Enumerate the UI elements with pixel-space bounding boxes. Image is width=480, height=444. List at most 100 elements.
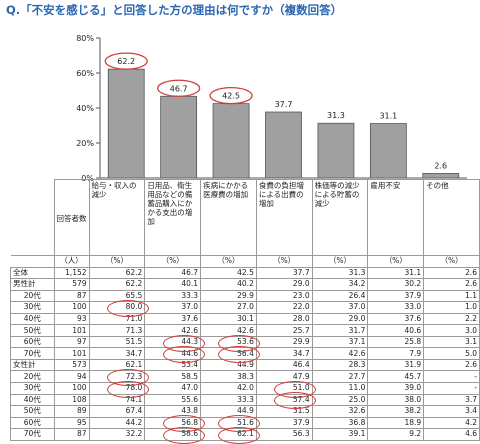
column-header: その他 bbox=[423, 179, 480, 256]
percent-cell: 27.7 bbox=[311, 370, 369, 383]
row-label: 50代 bbox=[10, 405, 55, 418]
table-row: 70代 87 32.2 58.6 62.1 56.3 39.1 9.2 4.6 bbox=[10, 428, 480, 441]
percent-unit: （%） bbox=[367, 255, 425, 268]
percent-cell: 4.6 bbox=[423, 428, 480, 441]
question-title: Q.「不安を感じる」と回答した方の理由は何ですか（複数回答） bbox=[6, 3, 343, 17]
percent-cell: 57.4 bbox=[255, 393, 313, 407]
column-header: 株価等の減少による貯蓄の減少 bbox=[311, 179, 369, 256]
percent-unit: （%） bbox=[255, 255, 313, 268]
row-label: 70代 bbox=[10, 428, 55, 441]
y-tick-label: 40% bbox=[76, 104, 94, 113]
table-row: 女性計 573 62.1 53.4 44.9 46.4 28.3 31.9 2.6 bbox=[10, 358, 480, 372]
respondent-count: 100 bbox=[53, 382, 90, 395]
bar bbox=[317, 122, 355, 179]
percent-cell: 47.9 bbox=[255, 370, 313, 383]
percent-cell: 40.1 bbox=[144, 278, 202, 291]
percent-cell: 53.6 bbox=[200, 335, 257, 349]
respondent-count: 87 bbox=[53, 428, 90, 441]
percent-cell: 53.4 bbox=[144, 358, 202, 372]
percent-cell: 33.3 bbox=[200, 393, 257, 407]
percent-cell: 47.0 bbox=[144, 382, 202, 395]
percent-cell: - bbox=[423, 370, 480, 383]
table-corner bbox=[10, 179, 55, 256]
percent-cell: 3.7 bbox=[423, 393, 480, 407]
column-header: 食費の負担増による出費の増加 bbox=[255, 179, 313, 256]
percent-cell: 31.3 bbox=[311, 266, 369, 280]
percent-cell: 3.1 bbox=[423, 335, 480, 349]
percent-cell: 38.3 bbox=[200, 370, 257, 383]
table-row: 全体 1,152 62.2 46.7 42.5 37.7 31.3 31.1 2.6 bbox=[10, 266, 480, 280]
percent-cell: 2.6 bbox=[423, 278, 480, 291]
table-row: 60代 95 44.2 56.8 51.6 37.9 36.8 18.9 4.2 bbox=[10, 416, 480, 430]
percent-cell: 62.2 bbox=[88, 266, 146, 280]
percent-cell: 31.1 bbox=[367, 266, 425, 280]
table-row: 50代 101 71.3 42.6 42.6 25.7 31.7 40.6 3.0 bbox=[10, 324, 480, 337]
table-row: 50代 89 67.4 43.8 44.9 31.5 32.6 38.2 3.4 bbox=[10, 405, 480, 418]
respondent-count: 94 bbox=[53, 370, 90, 383]
results-table: 回答者数 給与・収入の減少 日用品、衛生用品などの備蓄品購入にかかる支出の増加 疾病に… bbox=[10, 179, 480, 441]
row-label: 男性計 bbox=[10, 278, 55, 291]
bar bbox=[107, 68, 145, 179]
percent-cell: 33.3 bbox=[144, 289, 202, 303]
column-header: 給与・収入の減少 bbox=[88, 179, 146, 256]
percent-cell: 46.7 bbox=[144, 266, 202, 280]
percent-cell: 34.7 bbox=[255, 347, 313, 360]
percent-cell: 30.2 bbox=[367, 278, 425, 291]
percent-cell: 42.6 bbox=[200, 324, 257, 337]
row-label: 女性計 bbox=[10, 358, 55, 372]
bar-value-label: 42.5 bbox=[222, 92, 240, 101]
percent-cell: 71.0 bbox=[88, 312, 146, 326]
percent-cell: 22.0 bbox=[255, 301, 313, 314]
percent-cell: 3.0 bbox=[423, 324, 480, 337]
table-header-row: 回答者数 給与・収入の減少 日用品、衛生用品などの備蓄品購入にかかる支出の増加 疾病に… bbox=[10, 179, 480, 256]
percent-cell: 42.0 bbox=[200, 382, 257, 395]
percent-cell: 71.3 bbox=[88, 324, 146, 337]
percent-cell: 25.0 bbox=[311, 393, 369, 407]
respondent-count: 573 bbox=[53, 358, 90, 372]
percent-cell: 45.7 bbox=[367, 370, 425, 383]
percent-unit: （%） bbox=[144, 255, 202, 268]
column-header: 雇用不安 bbox=[367, 179, 425, 256]
percent-cell: 62.2 bbox=[88, 278, 146, 291]
row-label: 60代 bbox=[10, 335, 55, 349]
percent-cell: 37.9 bbox=[255, 416, 313, 430]
respondent-count: 1,152 bbox=[53, 266, 90, 280]
respondent-count: 87 bbox=[53, 289, 90, 303]
percent-cell: 78.0 bbox=[88, 382, 146, 395]
percent-cell: 51.6 bbox=[200, 416, 257, 430]
percent-cell: 18.9 bbox=[367, 416, 425, 430]
percent-cell: 31.5 bbox=[255, 405, 313, 418]
percent-cell: 1.0 bbox=[423, 301, 480, 314]
percent-cell: 37.0 bbox=[311, 301, 369, 314]
percent-unit: （%） bbox=[200, 255, 257, 268]
table-row: 40代 93 71.0 37.6 30.1 28.0 29.0 37.6 2.2 bbox=[10, 312, 480, 326]
bar-value-label: 2.6 bbox=[434, 161, 447, 170]
percent-cell: 51.0 bbox=[255, 382, 313, 395]
percent-cell: 37.0 bbox=[144, 301, 202, 314]
percent-cell: 29.0 bbox=[311, 312, 369, 326]
percent-cell: 37.6 bbox=[144, 312, 202, 326]
percent-unit: （%） bbox=[88, 255, 146, 268]
percent-cell: 65.5 bbox=[88, 289, 146, 303]
percent-cell: 44.6 bbox=[144, 347, 202, 360]
bar bbox=[422, 173, 460, 179]
bar-value-label: 46.7 bbox=[170, 84, 188, 93]
bar-value-label: 31.3 bbox=[327, 111, 345, 120]
percent-cell: 5.0 bbox=[423, 347, 480, 360]
row-label: 40代 bbox=[10, 393, 55, 407]
percent-cell: 44.2 bbox=[88, 416, 146, 430]
respondent-count: 579 bbox=[53, 278, 90, 291]
highlight-circle bbox=[156, 79, 201, 97]
percent-cell: 3.4 bbox=[423, 405, 480, 418]
respondent-count: 101 bbox=[53, 347, 90, 360]
y-tick-label: 20% bbox=[76, 139, 94, 148]
table-row: 70代 101 34.7 44.6 56.4 34.7 42.6 7.9 5.0 bbox=[10, 347, 480, 360]
row-label: 全体 bbox=[10, 266, 55, 280]
bar-value-label: 31.1 bbox=[379, 112, 397, 121]
percent-cell: - bbox=[423, 382, 480, 395]
row-label: 30代 bbox=[10, 301, 55, 314]
percent-cell: 62.1 bbox=[88, 358, 146, 372]
percent-cell: 56.3 bbox=[255, 428, 313, 441]
table-row: 20代 87 65.5 33.3 29.9 23.0 26.4 37.9 1.1 bbox=[10, 289, 480, 303]
bar bbox=[212, 103, 250, 179]
